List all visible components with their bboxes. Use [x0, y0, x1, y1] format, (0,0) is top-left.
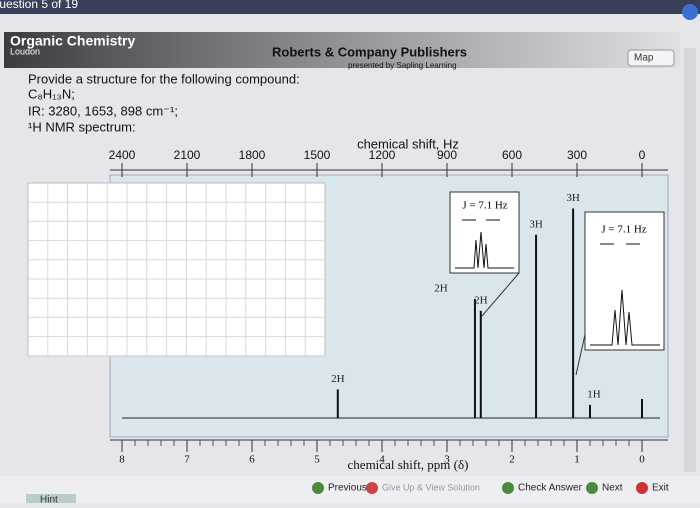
peak-label: 2H	[434, 283, 448, 295]
author: Loudon	[10, 46, 40, 56]
button-icon[interactable]	[502, 482, 514, 494]
hz-tick-label: 2400	[109, 148, 136, 162]
ir-data: IR: 3280, 1653, 898 cm⁻¹;	[28, 103, 178, 118]
peak-label: 3H	[529, 218, 543, 230]
button-icon[interactable]	[312, 482, 324, 494]
hint-label: Hint	[40, 495, 58, 503]
course-title: Organic Chemistry	[10, 33, 135, 49]
presented-by: presented by Sapling Learning	[348, 61, 457, 70]
button-icon[interactable]	[366, 482, 378, 494]
ppm-tick-label: 3	[444, 454, 450, 466]
peak-label: 3H	[566, 192, 580, 204]
ppm-axis-title: chemical shift, ppm (δ)	[348, 457, 469, 472]
map-button[interactable]	[627, 49, 675, 67]
ppm-tick-label: 2	[509, 454, 515, 466]
inset-j-label: J = 7.1 Hz	[601, 224, 646, 236]
peak-label: 2H	[331, 373, 345, 385]
header-bar	[4, 32, 680, 68]
hz-tick-label: 1200	[369, 148, 396, 162]
peak-label: 1H	[587, 388, 601, 400]
footer-buttons: Previous Give Up & View Solution Check Ans…	[312, 482, 669, 494]
inset-multiplet	[590, 289, 660, 346]
formula: C₈H₁₃N;	[28, 86, 75, 101]
hz-tick-label: 2100	[174, 148, 201, 162]
ppm-tick-label: 6	[249, 454, 255, 466]
button-icon[interactable]	[586, 482, 598, 494]
inset-j-label: J = 7.1 Hz	[462, 200, 507, 212]
ppm-tick-label: 5	[314, 454, 320, 466]
ppm-tick-label: 1	[574, 454, 580, 466]
button-label[interactable]: Give Up & View Solution	[382, 482, 480, 492]
hz-tick-label: 1800	[239, 148, 266, 162]
button-label[interactable]: Next	[602, 483, 623, 494]
drawing-grid	[28, 183, 325, 357]
ppm-tick-label: 8	[119, 454, 125, 466]
peak-label: 2H	[474, 294, 488, 306]
inset-connector	[575, 329, 587, 376]
footer-bar	[0, 476, 700, 503]
help-icon[interactable]	[682, 4, 698, 20]
button-label[interactable]: Check Answer	[518, 483, 583, 494]
ppm-tick-label: 4	[379, 454, 385, 466]
top-bar	[0, 0, 700, 14]
prompt: Provide a structure for the following co…	[28, 71, 300, 86]
inset-connector	[481, 272, 520, 317]
button-label[interactable]: Exit	[652, 483, 669, 494]
ppm-tick-label: 7	[184, 454, 190, 466]
hz-axis-title: chemical shift, Hz	[357, 136, 459, 151]
button-label[interactable]: Previous	[328, 483, 367, 494]
inset-multiplet	[455, 231, 514, 269]
scrollbar[interactable]	[684, 48, 696, 472]
hz-tick-label: 600	[502, 148, 522, 162]
map-label: Map	[634, 53, 654, 64]
hz-tick-label: 300	[567, 148, 587, 162]
nmr-heading: ¹H NMR spectrum:	[28, 119, 136, 134]
ppm-tick-label: 0	[639, 454, 645, 466]
hz-tick-label: 0	[639, 148, 646, 162]
publisher: Roberts & Company Publishers	[272, 44, 467, 59]
button-icon[interactable]	[636, 482, 648, 494]
progress: Question 5 of 19	[0, 0, 78, 11]
hz-tick-label: 1500	[304, 148, 331, 162]
hz-tick-label: 900	[437, 148, 457, 162]
drawing-area[interactable]	[27, 182, 326, 357]
